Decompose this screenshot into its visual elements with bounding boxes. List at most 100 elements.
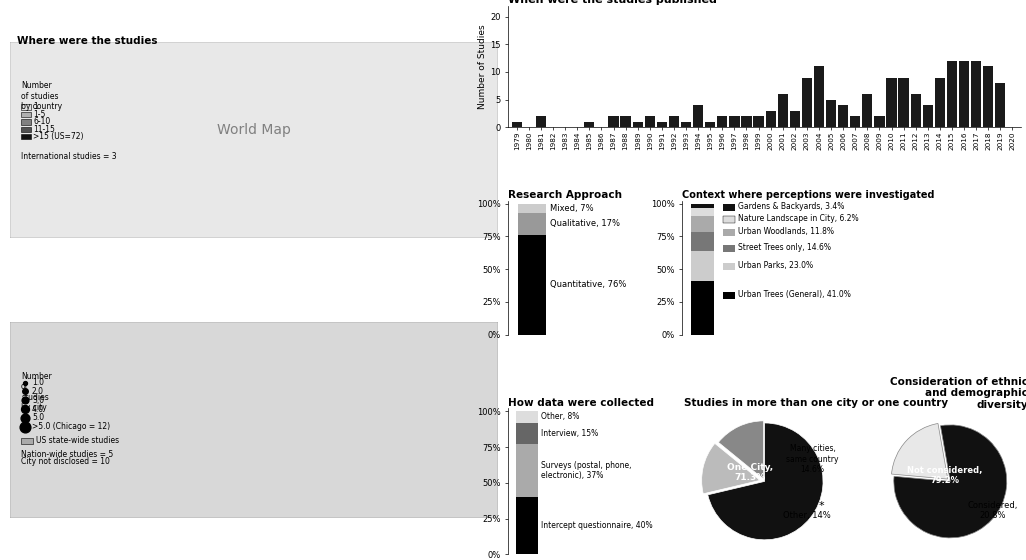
Point: [17, 413, 34, 422]
Bar: [899, 77, 909, 127]
Bar: [22, 127, 31, 132]
Bar: [515, 411, 538, 423]
Bar: [515, 423, 538, 444]
Text: >5.0 (Chicago = 12): >5.0 (Chicago = 12): [32, 422, 110, 431]
Text: Context where perceptions were investigated: Context where perceptions were investiga…: [682, 190, 935, 200]
Bar: [826, 100, 836, 127]
Text: Studies in more than one city or one country: Studies in more than one city or one cou…: [684, 398, 948, 408]
Text: International studies = 3: International studies = 3: [22, 152, 117, 161]
Text: Surveys (postal, phone,
electronic), 37%: Surveys (postal, phone, electronic), 37%: [541, 461, 632, 480]
Text: Many cities,
same country
14.6%: Many cities, same country 14.6%: [786, 444, 839, 474]
Bar: [838, 105, 849, 127]
Bar: [910, 94, 921, 127]
Bar: [851, 116, 861, 127]
Bar: [722, 229, 736, 236]
Wedge shape: [892, 423, 948, 479]
Bar: [669, 116, 679, 127]
Text: City not disclosed = 10: City not disclosed = 10: [22, 457, 110, 466]
Text: 11-15: 11-15: [33, 125, 55, 134]
Bar: [983, 67, 993, 127]
Text: *: *: [819, 501, 824, 511]
Text: >15 (US=72): >15 (US=72): [33, 132, 84, 141]
Text: One City,
71.3%: One City, 71.3%: [727, 463, 773, 482]
Bar: [862, 94, 872, 127]
Bar: [584, 122, 594, 127]
Bar: [515, 497, 538, 554]
Text: World Map: World Map: [218, 123, 291, 137]
Wedge shape: [718, 421, 763, 479]
Bar: [608, 116, 619, 127]
Wedge shape: [708, 423, 823, 540]
Wedge shape: [894, 425, 1007, 538]
Bar: [705, 122, 715, 127]
Text: Research Approach: Research Approach: [508, 190, 623, 200]
Bar: [536, 116, 546, 127]
Bar: [690, 251, 714, 281]
Bar: [690, 203, 714, 208]
Bar: [742, 116, 752, 127]
Bar: [765, 111, 776, 127]
Text: When were the studies published: When were the studies published: [508, 0, 717, 5]
Text: Other, 14%: Other, 14%: [783, 511, 831, 520]
Y-axis label: Number of Studies: Number of Studies: [478, 24, 487, 109]
Text: Other, 8%: Other, 8%: [541, 413, 580, 422]
Bar: [814, 67, 824, 127]
Text: How data were collected: How data were collected: [508, 398, 655, 408]
Bar: [693, 105, 703, 127]
Text: Consideration of ethnic
and demographic
diversity: Consideration of ethnic and demographic …: [890, 377, 1026, 410]
Bar: [729, 116, 740, 127]
Text: Number
of studies
by country: Number of studies by country: [22, 81, 63, 111]
Text: 4.0: 4.0: [32, 404, 44, 413]
Text: Intercept questionnaire, 40%: Intercept questionnaire, 40%: [541, 521, 653, 530]
Bar: [947, 61, 957, 127]
Bar: [22, 134, 31, 139]
Bar: [722, 216, 736, 223]
Text: Considered,
20.8%: Considered, 20.8%: [968, 501, 1018, 520]
Bar: [644, 116, 655, 127]
Bar: [22, 119, 31, 124]
Text: Quantitative, 76%: Quantitative, 76%: [550, 281, 627, 290]
Text: 5.0: 5.0: [32, 413, 44, 422]
Point: [17, 378, 34, 387]
Bar: [790, 111, 800, 127]
Text: Urban Trees (General), 41.0%: Urban Trees (General), 41.0%: [739, 290, 852, 299]
Bar: [995, 83, 1005, 127]
Bar: [722, 292, 736, 300]
Bar: [515, 444, 538, 497]
Bar: [22, 111, 31, 117]
Bar: [22, 438, 33, 444]
Bar: [517, 235, 546, 335]
Bar: [690, 281, 714, 335]
Bar: [935, 77, 945, 127]
Bar: [717, 116, 727, 127]
Bar: [801, 77, 812, 127]
Wedge shape: [702, 444, 760, 494]
Bar: [874, 116, 884, 127]
Text: Urban Parks, 23.0%: Urban Parks, 23.0%: [739, 262, 814, 270]
Point: [17, 396, 34, 405]
Bar: [633, 122, 643, 127]
Text: Interview, 15%: Interview, 15%: [541, 429, 598, 438]
Bar: [517, 213, 546, 235]
Text: 2.0: 2.0: [32, 387, 44, 396]
Bar: [517, 203, 546, 213]
Bar: [886, 77, 897, 127]
Bar: [778, 94, 788, 127]
Bar: [753, 116, 763, 127]
Text: Number
of
studies
by city: Number of studies by city: [22, 372, 52, 412]
Bar: [690, 232, 714, 251]
Bar: [722, 204, 736, 212]
Text: Urban Woodlands, 11.8%: Urban Woodlands, 11.8%: [739, 227, 834, 236]
Text: Street Trees only, 14.6%: Street Trees only, 14.6%: [739, 243, 831, 252]
Bar: [722, 245, 736, 252]
Text: Nation-wide studies = 5: Nation-wide studies = 5: [22, 450, 113, 459]
Text: Nature Landscape in City, 6.2%: Nature Landscape in City, 6.2%: [739, 214, 859, 223]
Text: Gardens & Backyards, 3.4%: Gardens & Backyards, 3.4%: [739, 202, 844, 211]
Bar: [681, 122, 692, 127]
Text: 6-10: 6-10: [33, 117, 50, 127]
Bar: [922, 105, 933, 127]
Text: Mixed, 7%: Mixed, 7%: [550, 204, 594, 213]
Bar: [657, 122, 667, 127]
Bar: [690, 208, 714, 216]
Text: 1: 1: [33, 102, 38, 111]
